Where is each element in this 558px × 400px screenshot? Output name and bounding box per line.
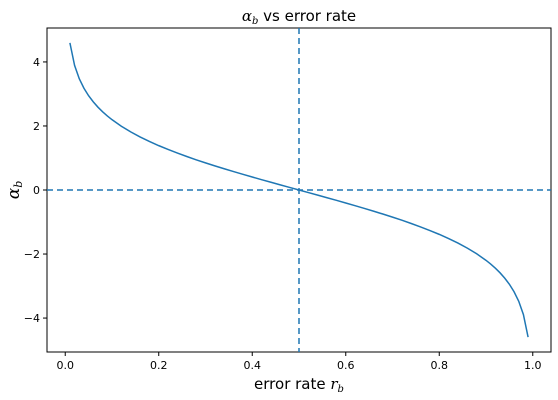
- title-symbol: α: [242, 7, 252, 25]
- y-axis-label: αb: [4, 181, 25, 200]
- x-tick-label: 0.2: [150, 359, 168, 372]
- x-tick-label: 0.8: [431, 359, 449, 372]
- x-tick-label: 0.0: [56, 359, 74, 372]
- series-line: [69, 42, 529, 338]
- title-subscript: b: [252, 16, 258, 27]
- x-axis-label-symbol: r: [330, 375, 338, 393]
- title-text: vs error rate: [258, 7, 356, 25]
- chart-title: αb vs error rate: [242, 7, 356, 27]
- x-tick-label: 0.6: [337, 359, 355, 372]
- y-axis-label-symbol: α: [4, 187, 24, 199]
- x-axis: 0.0 0.2 0.4 0.6 0.8 1.0: [56, 352, 542, 372]
- y-tick-label: 0: [33, 184, 40, 197]
- y-tick-label: 4: [33, 56, 40, 69]
- y-axis-label-subscript: b: [12, 181, 25, 188]
- y-tick-label: −4: [24, 312, 40, 325]
- x-tick-label: 0.4: [243, 359, 261, 372]
- x-tick-label: 1.0: [524, 359, 542, 372]
- x-axis-label-subscript: b: [338, 384, 344, 395]
- plot-area: [46, 27, 552, 353]
- x-axis-label-text: error rate: [254, 375, 330, 393]
- y-axis: −4 −2 0 2 4: [24, 56, 47, 325]
- y-tick-label: −2: [24, 248, 40, 261]
- y-tick-label: 2: [33, 120, 40, 133]
- x-axis-label: error rate rb: [254, 375, 344, 395]
